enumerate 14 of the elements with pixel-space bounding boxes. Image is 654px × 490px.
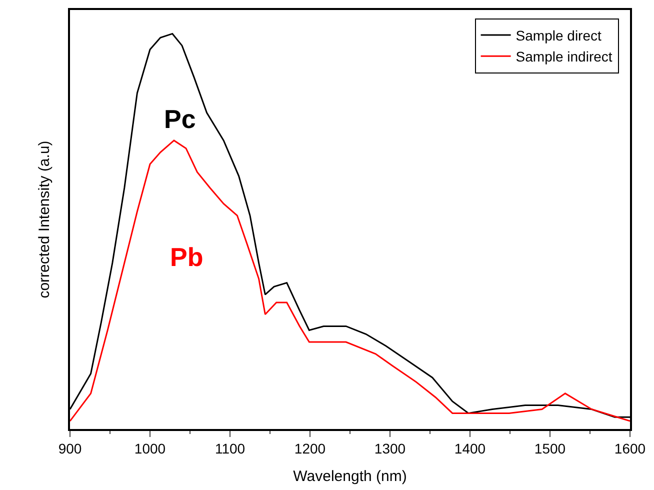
y-axis-title: corrected Intensity (a.u) [36,140,53,298]
x-tick-label: 1100 [214,440,246,457]
legend-label: Sample indirect [516,48,612,65]
legend-label: Sample direct [516,27,602,44]
x-tick-label: 1200 [294,440,326,457]
x-tick-label: 1600 [614,440,646,457]
x-tick-label: 900 [58,440,82,457]
x-tick-label: 1300 [374,440,406,457]
x-tick-label: 1000 [134,440,166,457]
x-tick-label: 1500 [534,440,566,457]
annotation: Pb [170,242,204,272]
x-tick-label: 1400 [454,440,486,457]
annotation: Pc [164,104,196,134]
x-axis-title: Wavelength (nm) [293,468,407,486]
